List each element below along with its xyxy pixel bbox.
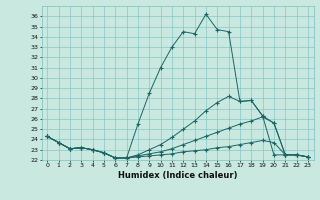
X-axis label: Humidex (Indice chaleur): Humidex (Indice chaleur) — [118, 171, 237, 180]
